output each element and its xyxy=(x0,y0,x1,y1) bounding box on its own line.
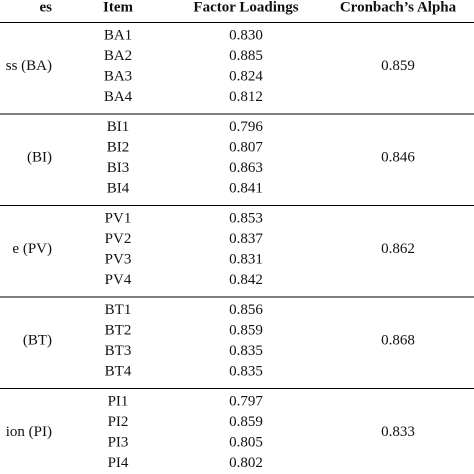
loading-cell: 0.859 xyxy=(229,414,263,430)
loading-cell: 0.835 xyxy=(229,363,263,379)
item-cell: PI1 xyxy=(108,393,129,409)
item-cell: BT2 xyxy=(105,322,132,338)
variable-cell: (BI) xyxy=(27,150,52,166)
loading-cell: 0.796 xyxy=(229,119,263,135)
item-cell: BI3 xyxy=(107,160,130,176)
item-cell: BA1 xyxy=(104,27,132,43)
item-cell: PI3 xyxy=(108,434,129,450)
loading-cell: 0.831 xyxy=(229,251,263,267)
item-cell: BI1 xyxy=(107,119,130,135)
alpha-cell: 0.862 xyxy=(381,241,415,257)
loading-cell: 0.853 xyxy=(229,210,263,226)
item-cell: BA4 xyxy=(104,89,133,105)
loading-cell: 0.856 xyxy=(229,302,263,318)
item-cell: PI4 xyxy=(108,455,129,471)
loading-cell: 0.824 xyxy=(229,68,263,84)
header-cell: Factor Loadings xyxy=(193,0,298,15)
item-cell: PI2 xyxy=(108,414,129,430)
loading-cell: 0.802 xyxy=(229,455,263,471)
item-cell: PV3 xyxy=(105,251,132,267)
variable-cell: (BT) xyxy=(23,333,52,349)
loading-cell: 0.842 xyxy=(229,272,263,288)
item-cell: PV4 xyxy=(105,272,132,288)
variable-cell: e (PV) xyxy=(12,241,52,257)
loading-cell: 0.859 xyxy=(229,322,263,338)
loading-cell: 0.841 xyxy=(229,180,263,196)
alpha-cell: 0.859 xyxy=(381,58,415,74)
item-cell: BT4 xyxy=(105,363,132,379)
item-cell: BT1 xyxy=(105,302,132,318)
loading-cell: 0.837 xyxy=(229,231,263,247)
variable-cell: ss (BA) xyxy=(6,58,52,74)
item-cell: PV2 xyxy=(105,231,132,247)
header-cell: Cronbach’s Alpha xyxy=(340,0,457,15)
alpha-cell: 0.868 xyxy=(381,333,415,349)
variable-cell: ion (PI) xyxy=(6,424,52,440)
alpha-cell: 0.833 xyxy=(381,424,415,440)
header-cell: Item xyxy=(103,0,133,15)
loading-cell: 0.830 xyxy=(229,27,263,43)
header-cell: es xyxy=(40,0,53,15)
item-cell: BA2 xyxy=(104,48,132,64)
loading-cell: 0.797 xyxy=(229,393,263,409)
loading-cell: 0.805 xyxy=(229,434,263,450)
item-cell: BI2 xyxy=(107,139,130,155)
loading-cell: 0.885 xyxy=(229,48,263,64)
item-cell: BT3 xyxy=(105,343,132,359)
loading-cell: 0.807 xyxy=(229,139,263,155)
item-cell: BI4 xyxy=(107,180,130,196)
loading-cell: 0.835 xyxy=(229,343,263,359)
alpha-cell: 0.846 xyxy=(381,150,415,166)
loading-cell: 0.863 xyxy=(229,160,263,176)
loading-cell: 0.812 xyxy=(229,89,263,105)
item-cell: BA3 xyxy=(104,68,132,84)
item-cell: PV1 xyxy=(105,210,132,226)
